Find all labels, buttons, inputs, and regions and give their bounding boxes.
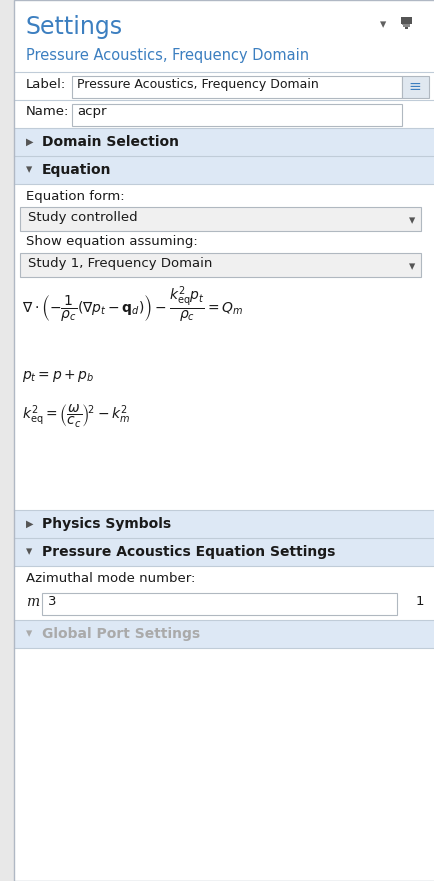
Bar: [14, 510, 434, 538]
Text: $k_{\mathrm{eq}}^2 = \left(\dfrac{\omega}{c_c}\right)^{\!2} - k_m^2$: $k_{\mathrm{eq}}^2 = \left(\dfrac{\omega…: [22, 402, 130, 429]
Text: Equation form:: Equation form:: [26, 190, 124, 203]
Text: Domain Selection: Domain Selection: [42, 135, 178, 149]
Text: Azimuthal mode number:: Azimuthal mode number:: [26, 572, 195, 585]
Bar: [72, 76, 401, 98]
Text: Label:: Label:: [26, 78, 66, 91]
Bar: [20, 207, 420, 231]
Text: Show equation assuming:: Show equation assuming:: [26, 235, 197, 248]
Text: $\nabla \cdot \left(-\dfrac{1}{\rho_c}(\nabla p_t - \mathbf{q}_d)\right) - \dfra: $\nabla \cdot \left(-\dfrac{1}{\rho_c}(\…: [22, 285, 243, 325]
Bar: [400, 17, 411, 24]
Bar: [402, 24, 409, 27]
Text: ▶: ▶: [26, 519, 33, 529]
Text: Study controlled: Study controlled: [28, 211, 137, 224]
Text: ▶: ▶: [26, 137, 33, 147]
Text: ⊕: ⊕: [399, 15, 411, 29]
Text: ▾: ▾: [408, 261, 414, 273]
Bar: [14, 156, 434, 184]
Text: 1: 1: [415, 595, 424, 608]
Text: $p_t = p + p_b$: $p_t = p + p_b$: [22, 368, 94, 384]
Text: ▾: ▾: [379, 18, 385, 31]
Bar: [20, 253, 420, 277]
Bar: [14, 620, 434, 648]
Text: ≡: ≡: [408, 79, 421, 94]
Text: ▾: ▾: [26, 627, 32, 640]
Bar: [14, 648, 434, 881]
Text: Name:: Name:: [26, 105, 69, 118]
Bar: [72, 104, 401, 126]
Text: Settings: Settings: [26, 15, 123, 39]
Text: acpr: acpr: [77, 105, 106, 118]
Text: Physics Symbols: Physics Symbols: [42, 517, 171, 531]
Text: Study 1, Frequency Domain: Study 1, Frequency Domain: [28, 257, 212, 270]
Text: ▾: ▾: [408, 214, 414, 227]
Text: Pressure Acoustics, Frequency Domain: Pressure Acoustics, Frequency Domain: [77, 78, 318, 91]
Text: 3: 3: [48, 595, 56, 608]
Bar: [42, 593, 396, 615]
Text: ▾: ▾: [26, 545, 32, 559]
Text: Pressure Acoustics Equation Settings: Pressure Acoustics Equation Settings: [42, 545, 335, 559]
Bar: [14, 538, 434, 566]
Text: Equation: Equation: [42, 163, 111, 177]
Bar: [404, 17, 407, 29]
Bar: [401, 76, 428, 98]
Text: Global Port Settings: Global Port Settings: [42, 627, 200, 641]
Text: m: m: [26, 595, 39, 609]
Text: Pressure Acoustics, Frequency Domain: Pressure Acoustics, Frequency Domain: [26, 48, 309, 63]
Text: ▾: ▾: [26, 164, 32, 176]
Bar: [14, 128, 434, 156]
